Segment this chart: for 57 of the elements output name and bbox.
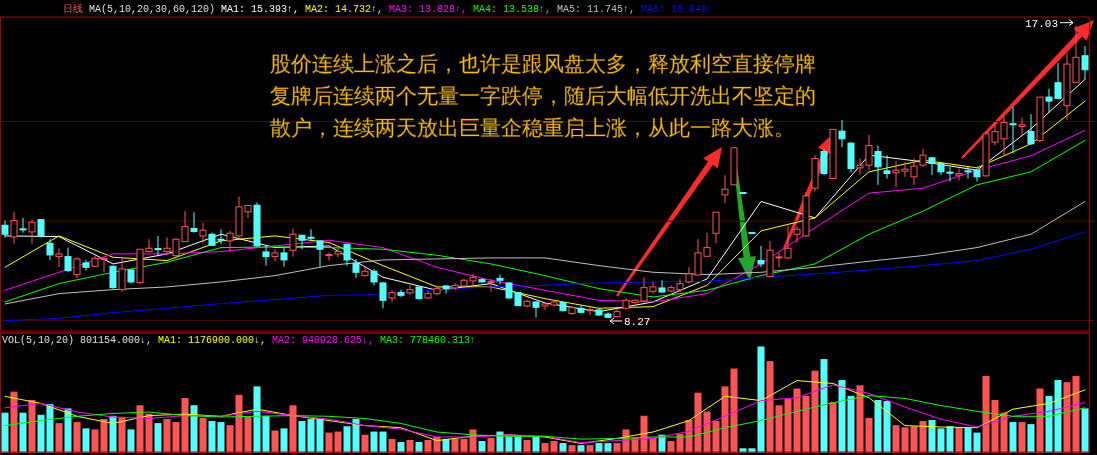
bar [280, 428, 288, 453]
text: MA1: 15.393↑, [221, 4, 300, 15]
bar [28, 400, 36, 453]
bar [199, 417, 207, 453]
bar [820, 359, 828, 453]
bar [1081, 408, 1089, 453]
bar [523, 439, 531, 453]
annotation: 17.03 [1024, 17, 1058, 30]
annotation: 散户，连续两天放出巨量企稳重启上涨，从此一路大涨。 [270, 116, 795, 139]
bar [955, 427, 963, 453]
bar [568, 445, 576, 453]
bar [577, 445, 585, 453]
annotation: 复牌后连续两个无量一字跌停，随后大幅低开洗出不坚定的 [270, 84, 816, 107]
bar [1, 412, 9, 453]
bar [559, 443, 567, 453]
bar [829, 402, 837, 453]
bar [109, 415, 117, 453]
bar [1018, 422, 1026, 453]
text: MA3: 13.828↑, [389, 4, 468, 15]
bar [361, 434, 369, 453]
bar [1027, 424, 1035, 453]
bar [19, 412, 27, 453]
text: MA6: 10.846↑ [641, 4, 714, 15]
bar [586, 445, 594, 453]
text: MA2: 14.732↑, [305, 4, 384, 15]
annotation: 8.27 [624, 315, 651, 328]
bar [1009, 422, 1017, 453]
bar [271, 430, 279, 453]
bar [10, 391, 18, 453]
bar [118, 416, 126, 453]
text: MA5: 11.745↑, [557, 4, 636, 15]
bar [388, 438, 396, 453]
bar [190, 405, 198, 453]
chart-title: 日线 [63, 3, 83, 15]
bar [397, 442, 405, 453]
bar [442, 438, 450, 453]
bar [532, 436, 540, 453]
text: MA1: 1176900.000↓, [158, 335, 267, 346]
text: MA2: 940928.625↓, [272, 335, 375, 346]
text: MA3: 778460.313↑ [380, 335, 477, 346]
bar [154, 423, 162, 453]
bar [478, 441, 486, 453]
annotation: 股价连续上涨之后，也许是跟风盘太多，释放利空直接停牌 [270, 52, 816, 75]
bar [55, 423, 63, 453]
bar [82, 428, 90, 453]
bar [1036, 388, 1044, 453]
chart-title: VOL(5,10,20) [2, 335, 75, 346]
text: MA4: 13.538↑, [473, 4, 552, 15]
bar [127, 429, 135, 453]
bar [289, 405, 297, 453]
bar [487, 437, 495, 453]
chart-subtitle: MA(5,10,20,30,60,120) [89, 4, 216, 15]
chart-subtitle: 801154.000↓, [80, 335, 153, 346]
bar [406, 439, 414, 453]
bar [415, 442, 423, 453]
bar [73, 422, 81, 453]
bar [64, 408, 72, 453]
